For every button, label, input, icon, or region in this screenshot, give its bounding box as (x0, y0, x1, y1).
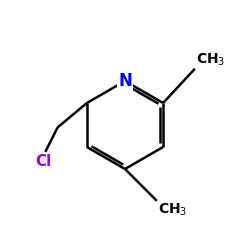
Text: Cl: Cl (35, 154, 51, 169)
Text: N: N (118, 72, 132, 90)
Text: CH$_3$: CH$_3$ (196, 51, 226, 68)
Text: CH$_3$: CH$_3$ (158, 202, 187, 218)
